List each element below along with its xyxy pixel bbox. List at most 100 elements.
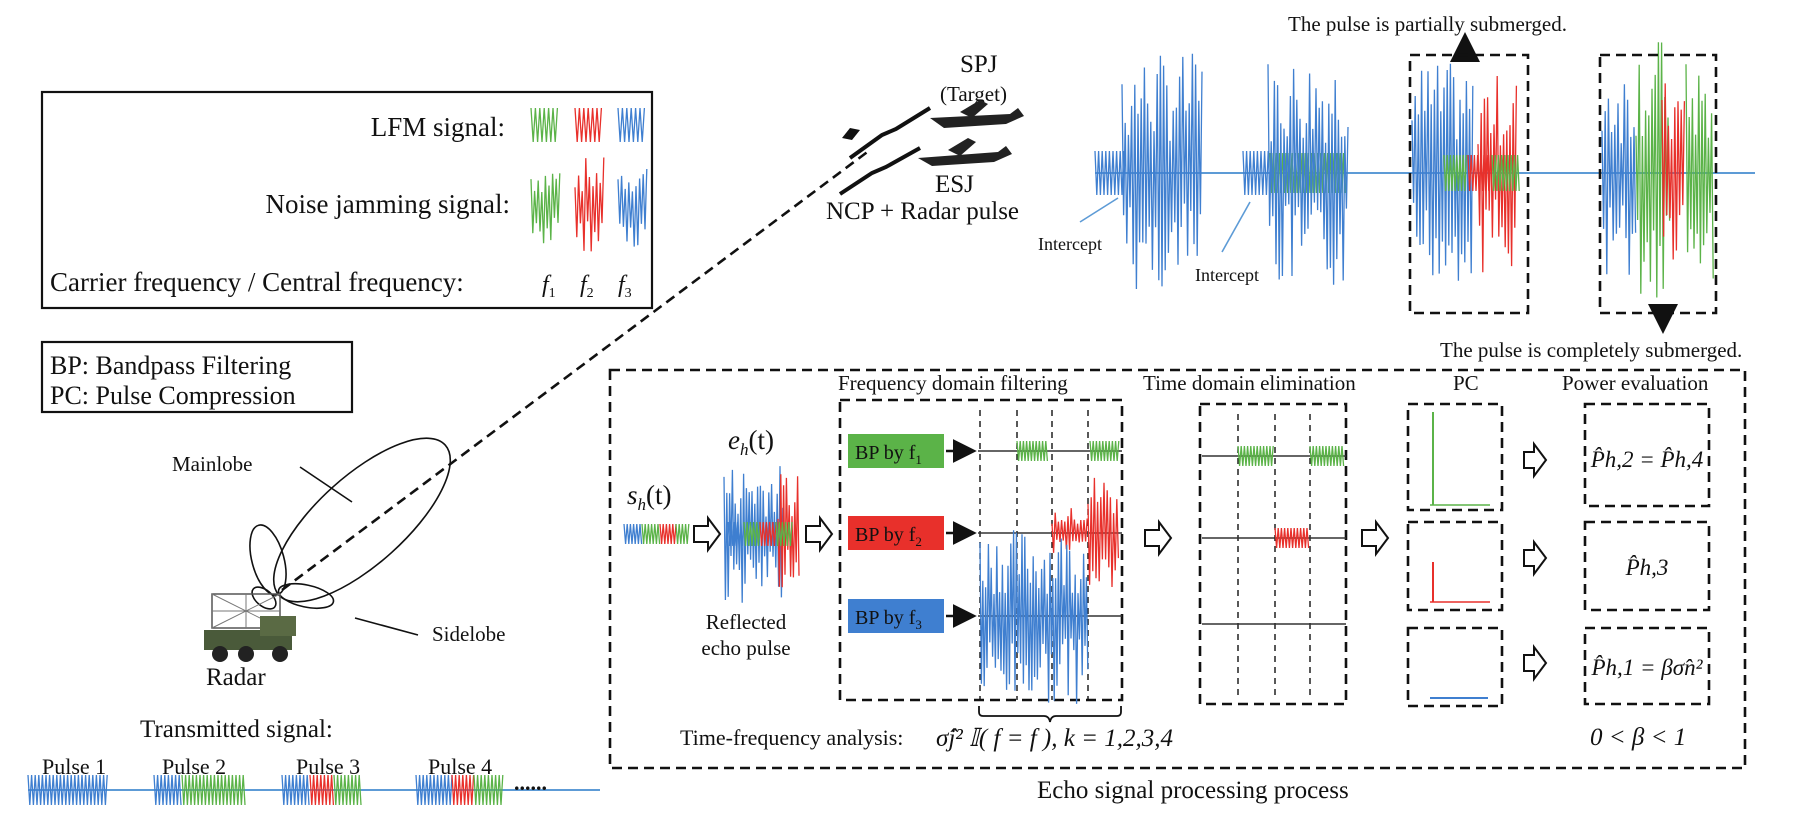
intercept-label-2: Intercept: [1195, 265, 1259, 285]
filter-output-signals: [979, 440, 1120, 704]
time-elim-box: [1198, 402, 1348, 706]
top-burst-4-noise-blue: [1601, 84, 1637, 275]
target-beams-icon: [838, 106, 932, 196]
pc-box-1: [1406, 402, 1504, 512]
eh-lfm-green: [743, 521, 761, 547]
processing-title: Echo signal processing process: [1037, 777, 1349, 804]
top-burst-4-noise-red: [1661, 83, 1686, 260]
pulse-1-label: Pulse 1: [42, 754, 106, 779]
mainlobe-pointer: [299, 466, 353, 503]
legend-box: [40, 90, 654, 310]
arrow-pc-to-power-1: [1523, 441, 1548, 479]
pulse-4-segment-1: [415, 774, 453, 806]
noise-swatch-red: [574, 157, 605, 252]
bp-f1-block: [848, 434, 944, 468]
top-burst-2-noise: [1267, 64, 1349, 285]
pulse-1-segment-1: [27, 774, 108, 806]
abbrev-box: [40, 340, 354, 414]
sh-label: sh(t): [627, 480, 672, 514]
bp-f2-label: BP by f2: [855, 524, 922, 549]
eh-signal: [723, 466, 800, 603]
power-box-3: [1583, 626, 1711, 706]
lfm-swatch-red: [574, 107, 603, 143]
time-f2-pulse: [1274, 527, 1310, 549]
tf-label: Time-frequency analysis:: [680, 725, 903, 750]
arrow-filter-to-time: [1144, 519, 1173, 557]
bp-f1-label: BP by f1: [855, 442, 922, 467]
ncp-label: NCP + Radar pulse: [826, 198, 1019, 225]
noise-swatch-green: [530, 173, 561, 244]
top-burst-2-lfm: [1242, 150, 1271, 196]
jamming-beam-1: [848, 106, 932, 160]
target-label: (Target): [940, 82, 1007, 106]
eh-label: eh(t): [728, 425, 774, 459]
complete-submerged-label: The pulse is completely submerged.: [1440, 338, 1742, 362]
filter-f1-pulse-a: [1016, 440, 1049, 462]
jamming-beam-2: [838, 146, 921, 196]
freq-filtering-title: Frequency domain filtering: [838, 371, 1068, 395]
filter-f2-pulse: [1051, 508, 1088, 553]
freq-filtering-box: [838, 398, 1124, 702]
pulse-ellipsis: ......: [514, 770, 547, 795]
arrow-pc-to-power-3: [1523, 644, 1548, 682]
f2-symbol: f2: [580, 272, 594, 301]
tf-brace: [978, 706, 1122, 723]
lfm-swatch-green: [530, 107, 559, 143]
reflected-label-2: echo pulse: [701, 636, 790, 660]
top-burst-4-noise-green-2: [1685, 64, 1714, 279]
top-burst-3-lfm-green-2: [1491, 154, 1520, 192]
arrow-time-to-pc: [1361, 519, 1390, 557]
lfm-label: LFM signal:: [371, 112, 505, 142]
spj-label: SPJ: [960, 51, 998, 78]
sh-segment-red: [659, 523, 677, 545]
sidelobe-pointer: [354, 617, 419, 636]
pc-box-3: [1406, 626, 1504, 708]
f1-symbol: f1: [542, 272, 556, 301]
sh-segment-green-2: [675, 523, 690, 545]
top-burst-3-noise-red: [1477, 75, 1518, 273]
intercept-pointer-1: [1079, 197, 1119, 223]
pulse-train: [27, 774, 504, 806]
noise-label: Noise jamming signal:: [266, 189, 510, 219]
pc-title: PC: [1453, 371, 1479, 395]
aircraft-icon: [918, 100, 1024, 166]
power-eval-title: Power evaluation: [1562, 371, 1709, 395]
power-box-2: [1583, 520, 1711, 612]
sh-segment-green: [641, 523, 661, 545]
radar-vehicle-icon: [204, 593, 296, 662]
filter-f2-noise: [1087, 477, 1120, 588]
eh-lfm-green-2: [775, 521, 793, 547]
arrow-sh-to-eh: [693, 515, 722, 553]
pulse-3-segment-2: [309, 774, 335, 806]
mainlobe-label: Mainlobe: [172, 452, 252, 476]
sidelobe-label: Sidelobe: [432, 622, 506, 646]
top-burst-3-lfm-red: [1467, 154, 1492, 192]
power-eq-1: P̂h,2 = P̂h,4: [1590, 446, 1704, 472]
pulse-3-segment-1: [281, 774, 310, 806]
top-burst-1-lfm: [1094, 150, 1125, 196]
partial-submerged-label: The pulse is partially submerged.: [1288, 12, 1567, 36]
intercept-pointer-2: [1221, 201, 1251, 253]
f3-symbol: f3: [618, 272, 632, 301]
bp-f3-block: [848, 599, 944, 633]
top-signal-bursts: [1094, 42, 1714, 298]
jammer-beams: [842, 128, 860, 140]
pc-box-2: [1406, 520, 1504, 612]
power-box-1: [1583, 402, 1711, 508]
pulse-3-label: Pulse 3: [296, 754, 360, 779]
radar-label: Radar: [206, 664, 266, 691]
bp-f3-label: BP by f3: [855, 607, 922, 632]
transmitted-title: Transmitted signal:: [140, 716, 333, 743]
time-output-signals: [1237, 445, 1345, 549]
reflected-label-1: Reflected: [706, 610, 787, 634]
top-burst-3-lfm-green: [1443, 154, 1468, 192]
power-eq-3: P̂h,1 = βσ̂n²: [1590, 654, 1703, 680]
noise-swatches: [530, 157, 648, 252]
top-burst-1-noise: [1121, 53, 1203, 290]
arrow-pc-to-power-2: [1523, 539, 1548, 577]
tf-formula: σ̂j² 𝕀( f = f ), k = 1,2,3,4: [936, 725, 1173, 752]
pulse-3-segment-3: [333, 774, 362, 806]
pc-outputs: [1430, 412, 1490, 699]
